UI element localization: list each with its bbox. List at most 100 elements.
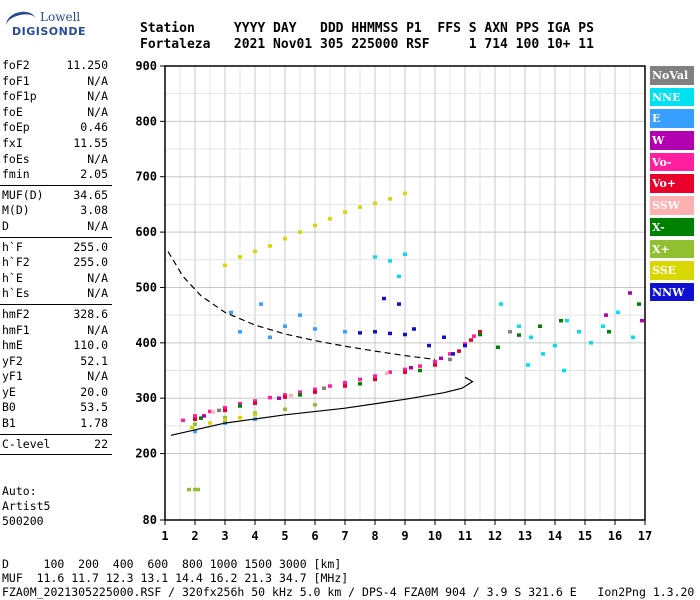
- echo-point-w: [640, 318, 644, 323]
- param-label: foEp: [2, 120, 30, 135]
- param-label: foF2: [2, 58, 30, 72]
- param-label: hmF2: [2, 306, 30, 321]
- echo-point-nnw: [403, 332, 407, 337]
- echo-point-x: [187, 487, 191, 492]
- echo-point-nnw: [451, 352, 455, 356]
- echo-point-vo: [181, 418, 185, 423]
- echo-point-nnw: [373, 330, 377, 334]
- echo-point-sse: [223, 418, 227, 423]
- legend-entry: NNE: [650, 87, 694, 107]
- x-tick-label: 6: [311, 529, 318, 543]
- x-tick-label: 11: [458, 529, 472, 543]
- param-row: hmF2 328.6: [0, 307, 112, 323]
- echo-point-nnw: [358, 331, 362, 335]
- echo-point-ssw: [211, 410, 215, 414]
- param-value: 34.65: [73, 187, 108, 202]
- echo-point-sse: [313, 223, 317, 228]
- param-row: h`Es N/A: [0, 286, 112, 302]
- echo-point-x: [358, 382, 362, 386]
- echo-point-nne: [403, 252, 407, 256]
- echo-point-noval: [508, 330, 512, 334]
- echo-point-vo: [223, 405, 227, 410]
- echo-point-x: [418, 368, 422, 373]
- echo-point-sse: [253, 413, 257, 417]
- param-value: 3.08: [80, 203, 108, 218]
- echo-point-nnw: [427, 343, 431, 348]
- echo-point-vo: [403, 370, 407, 374]
- profile-line-profile: [170, 376, 474, 436]
- echo-point-x: [313, 403, 317, 407]
- echo-point-x: [496, 345, 500, 350]
- scaled-parameters-panel: foF2 11.250 foF1 N/A foF1p N/A foE N/A foEp 0.46 f…: [0, 58, 112, 457]
- param-value: 1.78: [80, 416, 108, 431]
- echo-point-noval: [322, 386, 326, 390]
- param-label: yF1: [2, 369, 23, 384]
- logo-line1: Lowell: [40, 10, 81, 24]
- legend-entry: NoVal: [650, 66, 694, 85]
- param-value: N/A: [87, 73, 108, 88]
- legend-entry: E: [650, 109, 694, 128]
- y-tick-label: 600: [135, 225, 157, 239]
- x-tick-label: 7: [341, 529, 348, 543]
- echo-point-vo: [283, 395, 287, 399]
- param-separator: [0, 184, 112, 186]
- param-label: yE: [2, 384, 16, 399]
- echo-point-nne: [397, 274, 401, 279]
- param-separator: [0, 454, 112, 456]
- distance-row: D 100 200 400 600 800 1000 1500 3000 [km…: [2, 557, 342, 571]
- param-label: h`F: [2, 239, 23, 254]
- echo-point-sse: [238, 255, 242, 259]
- echo-point-vo: [313, 390, 317, 394]
- x-tick-label: 3: [221, 529, 228, 543]
- x-tick-label: 14: [548, 529, 562, 543]
- echo-point-nnw: [397, 302, 401, 306]
- echo-point-sse: [253, 249, 257, 254]
- echo-point-vo: [268, 395, 272, 400]
- echo-point-sse: [403, 191, 407, 196]
- param-value: 52.1: [80, 353, 108, 368]
- echo-point-x: [199, 416, 203, 420]
- param-value: N/A: [87, 218, 108, 233]
- param-row: yF1 N/A: [0, 369, 112, 385]
- param-row: D N/A: [0, 219, 112, 235]
- param-separator: [0, 433, 112, 435]
- echo-point-vo: [343, 380, 347, 385]
- echo-point-w: [202, 414, 206, 418]
- echo-point-x: [298, 393, 302, 397]
- param-label: C-level: [2, 436, 51, 451]
- echo-point-vo: [373, 377, 377, 382]
- echo-point-sse: [343, 210, 347, 214]
- param-value: N/A: [87, 286, 108, 301]
- param-row: fxI 11.55: [0, 136, 112, 152]
- param-value: N/A: [87, 104, 108, 119]
- param-label: fmin: [2, 167, 30, 182]
- param-value: 328.6: [73, 306, 108, 321]
- logo-line2: DIGISONDE: [12, 25, 86, 38]
- param-value: 110.0: [73, 338, 108, 353]
- param-row: C-level 22: [0, 437, 112, 453]
- param-value: 255.0: [73, 239, 108, 254]
- param-row: B1 1.78: [0, 416, 112, 432]
- echo-point-sse: [388, 197, 392, 201]
- param-label: h`Es: [2, 286, 30, 301]
- y-tick-label: 300: [135, 391, 157, 405]
- param-value: N/A: [87, 322, 108, 337]
- echo-point-vo: [469, 338, 473, 342]
- echo-point-e: [229, 310, 233, 315]
- legend-entry: SSE: [650, 261, 694, 280]
- echo-point-nnw: [412, 327, 416, 331]
- echo-point-x: [478, 332, 482, 337]
- echo-point-vo: [358, 377, 362, 382]
- param-label: B0: [2, 400, 16, 415]
- param-value: 11.55: [73, 135, 108, 150]
- echo-point-nne: [616, 310, 620, 315]
- echo-point-nne: [601, 324, 605, 328]
- param-row: MUF(D) 34.65: [0, 188, 112, 204]
- echo-point-sse: [283, 236, 287, 241]
- echo-point-nne: [565, 318, 569, 323]
- echo-point-x: [193, 487, 197, 492]
- param-row: yF2 52.1: [0, 354, 112, 370]
- echo-point-sse: [298, 230, 302, 234]
- param-label: h`F2: [2, 255, 30, 270]
- param-row: B0 53.5: [0, 400, 112, 416]
